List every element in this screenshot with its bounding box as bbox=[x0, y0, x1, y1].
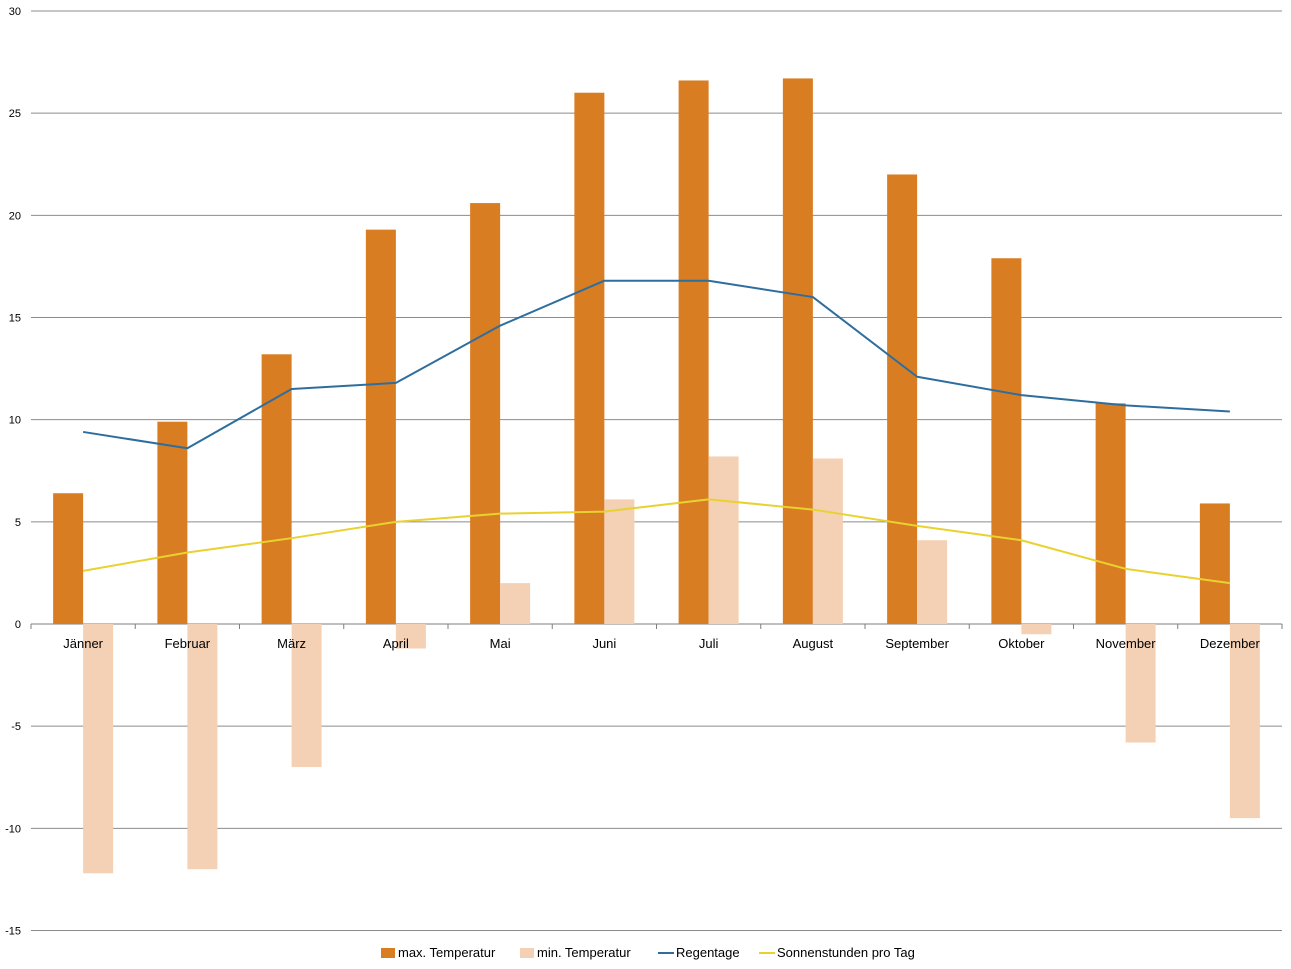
y-tick-label: 15 bbox=[9, 313, 21, 325]
legend-swatch bbox=[381, 948, 395, 958]
max-temp-bar bbox=[887, 174, 918, 624]
x-category-label: Mai bbox=[490, 636, 511, 651]
max-temp-bar bbox=[1199, 503, 1230, 624]
max-temp-bar bbox=[365, 229, 396, 625]
x-category-label: März bbox=[277, 636, 306, 651]
max-temp-bar bbox=[261, 354, 292, 624]
min-temp-bar bbox=[500, 583, 531, 624]
y-tick-label: 30 bbox=[9, 6, 21, 18]
sonnenstunden-line bbox=[82, 498, 1231, 585]
x-category-label: Oktober bbox=[998, 636, 1045, 651]
max-temp-bar bbox=[470, 203, 501, 624]
max-temp-bar bbox=[574, 92, 605, 624]
legend-label: min. Temperatur bbox=[537, 945, 631, 960]
min-temp-bar bbox=[1021, 624, 1052, 635]
legend-label: Sonnenstunden pro Tag bbox=[777, 945, 915, 960]
y-tick-label: 5 bbox=[15, 517, 21, 529]
max-temp-bar bbox=[157, 421, 188, 624]
y-tick-label: -10 bbox=[5, 823, 21, 835]
legend-label: Regentage bbox=[676, 945, 740, 960]
min-temp-bar bbox=[917, 540, 948, 624]
max-temp-bar bbox=[782, 78, 813, 625]
max-temp-bar bbox=[991, 258, 1022, 624]
max-temp-bar bbox=[53, 493, 84, 624]
x-category-label: November bbox=[1096, 636, 1157, 651]
gridlines bbox=[30, 10, 1283, 931]
bars bbox=[53, 78, 1260, 874]
x-axis-categories: Jänner Februar März April Mai Juni Juli August S… bbox=[63, 636, 1260, 651]
y-tick-label: 20 bbox=[9, 210, 21, 222]
min-temp-bar bbox=[395, 624, 426, 649]
lines bbox=[82, 279, 1231, 585]
y-tick-label: 25 bbox=[9, 108, 21, 120]
regentage-line bbox=[82, 279, 1230, 450]
y-tick-label: 0 bbox=[15, 619, 21, 631]
min-temp-bar bbox=[708, 456, 739, 624]
min-temp-bar bbox=[604, 499, 635, 624]
min-temp-bar bbox=[1125, 624, 1156, 743]
x-category-label: Juli bbox=[699, 636, 719, 651]
x-category-label: August bbox=[793, 636, 834, 651]
min-temp-bar bbox=[812, 458, 843, 624]
min-temp-bar bbox=[187, 624, 218, 870]
legend-label: max. Temperatur bbox=[398, 945, 496, 960]
max-temp-bar bbox=[1095, 403, 1126, 624]
min-temp-bar bbox=[83, 624, 114, 874]
x-category-label: Juni bbox=[592, 636, 616, 651]
legend: max. Temperatur min. Temperatur Regentage S… bbox=[381, 945, 915, 960]
x-category-label: Februar bbox=[165, 636, 211, 651]
y-tick-label: -5 bbox=[11, 721, 21, 733]
x-category-label: April bbox=[383, 636, 409, 651]
legend-swatch bbox=[520, 948, 534, 958]
max-temp-bar bbox=[678, 80, 709, 625]
x-category-label: Dezember bbox=[1200, 636, 1261, 651]
x-category-label: September bbox=[885, 636, 949, 651]
min-temp-bar bbox=[291, 624, 322, 768]
y-tick-label: -15 bbox=[5, 926, 21, 938]
x-category-label: Jänner bbox=[63, 636, 103, 651]
min-temp-bar bbox=[1229, 624, 1260, 819]
y-axis-ticks: 30 25 20 15 10 5 0 -5 -10 -15 bbox=[5, 6, 21, 938]
y-tick-label: 10 bbox=[9, 415, 21, 427]
